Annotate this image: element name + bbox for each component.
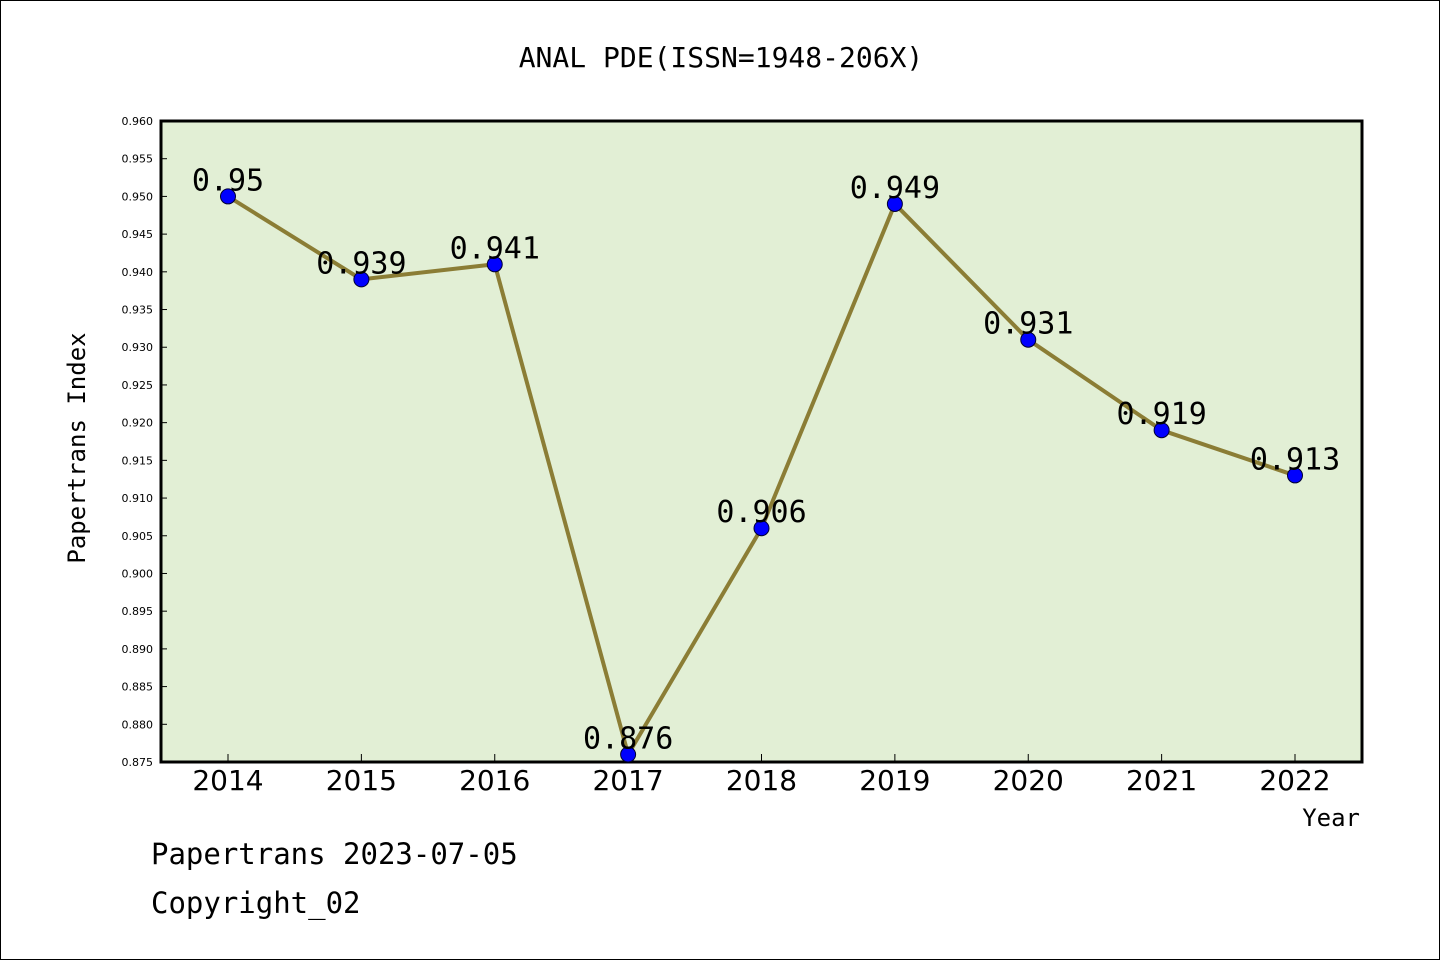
x-axis: 2014 2015 2016 2017 2018 2019 2020 2021 2022 [192,754,1331,797]
y-tick-label: 0.910 [122,492,154,505]
y-tick-label: 0.935 [122,304,154,317]
data-point [1153,422,1170,439]
x-tick-label: 2019 [859,764,930,797]
y-tick-label: 0.955 [122,153,154,166]
x-tick-label: 2021 [1126,764,1197,797]
data-point [753,520,770,537]
data-point [620,746,637,763]
y-tick-label: 0.940 [122,266,154,279]
y-tick-label: 0.890 [122,643,154,656]
data-label: 0.95 [192,163,264,198]
x-tick-label: 2022 [1259,764,1330,797]
y-tick-label: 0.960 [122,115,154,128]
footer-date: Papertrans 2023-07-05 [151,837,518,871]
chart-title: ANAL PDE(ISSN=1948-206X) [519,41,924,74]
x-axis-label: Year [1302,804,1360,832]
data-label: 0.939 [316,246,406,281]
data-label: 0.931 [983,307,1073,342]
y-tick-label: 0.945 [122,228,154,241]
plot-area [159,119,1364,764]
data-point [886,195,903,212]
data-point [1287,467,1303,484]
x-tick-label: 2018 [726,764,797,797]
x-tick-label: 2015 [326,764,397,797]
y-tick-label: 0.930 [122,341,154,354]
y-tick-label: 0.925 [122,379,154,392]
data-label: 0.919 [1116,397,1206,432]
data-label: 0.913 [1250,442,1340,477]
y-tick-label: 0.950 [122,190,154,203]
data-point [1020,331,1037,348]
y-tick-label: 0.920 [122,417,154,430]
y-axis-label: Papertrans Index [63,332,91,563]
data-label: 0.949 [850,171,940,206]
data-label: 0.876 [583,721,673,756]
y-tick-label: 0.885 [122,681,154,694]
data-point [486,256,503,273]
series-group: 0.95 0.939 0.941 0.876 0.906 0.949 0.931 0.919 0… [192,163,1340,763]
data-label: 0.941 [450,231,540,266]
data-point [220,188,236,205]
data-point [353,271,370,288]
y-tick-label: 0.895 [122,605,154,618]
y-tick-label: 0.900 [122,567,154,580]
y-axis: 0.875 0.880 0.885 0.890 0.895 0.900 0.905 0.910… [122,115,167,769]
footer-copyright: Copyright_02 [151,886,361,920]
y-tick-label: 0.905 [122,530,154,543]
data-label: 0.906 [716,495,806,530]
y-tick-label: 0.880 [122,718,154,731]
x-tick-label: 2017 [592,764,663,797]
x-tick-label: 2016 [459,764,530,797]
x-tick-label: 2020 [993,764,1064,797]
y-tick-label: 0.875 [122,756,154,769]
y-tick-label: 0.915 [122,454,154,467]
x-tick-label: 2014 [192,764,263,797]
